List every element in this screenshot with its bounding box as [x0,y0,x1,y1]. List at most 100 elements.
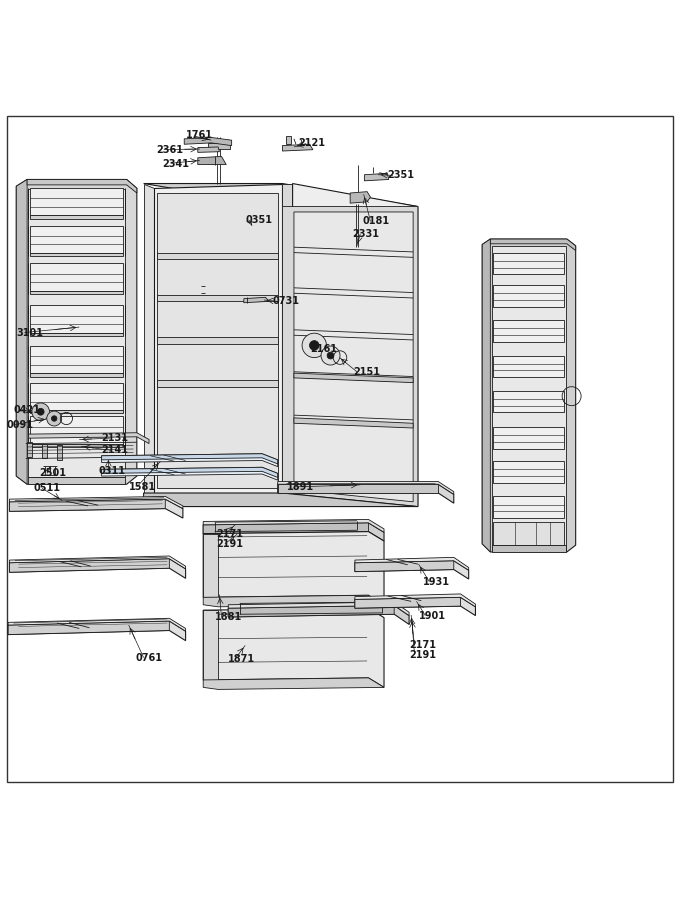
Polygon shape [143,183,418,207]
Text: 2161: 2161 [310,344,337,354]
Polygon shape [282,207,418,506]
Polygon shape [27,442,32,457]
Polygon shape [203,678,384,690]
Text: 1931: 1931 [423,577,449,586]
Polygon shape [203,519,384,533]
Text: 1901: 1901 [419,611,445,621]
Polygon shape [30,332,123,336]
Polygon shape [493,391,564,412]
Polygon shape [203,608,384,687]
Text: 2501: 2501 [39,469,67,479]
Text: 1761: 1761 [186,130,213,140]
Polygon shape [228,602,409,616]
Polygon shape [203,610,218,680]
Circle shape [32,403,50,420]
Polygon shape [490,239,576,251]
Text: 1581: 1581 [129,482,156,492]
Polygon shape [143,183,154,493]
Polygon shape [10,499,183,518]
Text: 2351: 2351 [388,171,414,180]
Text: 1891: 1891 [287,482,314,492]
Polygon shape [30,252,123,256]
Polygon shape [493,427,564,449]
Polygon shape [493,356,564,377]
Polygon shape [350,191,371,203]
Polygon shape [10,556,186,568]
Polygon shape [101,453,277,464]
Polygon shape [10,559,186,578]
Text: 0181: 0181 [362,216,390,226]
Polygon shape [282,183,292,493]
Polygon shape [10,559,169,572]
Circle shape [52,416,57,421]
Polygon shape [42,444,47,459]
Polygon shape [30,417,123,444]
Text: 0311: 0311 [98,466,125,476]
Text: 1881: 1881 [215,612,242,622]
Polygon shape [30,374,123,376]
Circle shape [327,352,334,359]
Polygon shape [492,246,566,550]
Text: 2331: 2331 [352,229,379,239]
Text: 0421: 0421 [14,405,41,415]
Polygon shape [493,497,564,518]
Polygon shape [57,445,62,460]
Polygon shape [493,522,564,545]
Polygon shape [29,433,149,444]
Polygon shape [101,467,277,480]
Text: 1871: 1871 [228,654,256,664]
Text: 2171: 2171 [409,640,436,650]
Polygon shape [30,409,123,413]
Polygon shape [143,493,418,506]
Polygon shape [198,156,226,164]
Text: 2361: 2361 [156,145,183,154]
Text: 2151: 2151 [354,366,381,377]
Polygon shape [203,533,218,597]
Polygon shape [10,497,183,508]
Polygon shape [355,597,475,616]
Polygon shape [30,263,123,291]
Polygon shape [8,621,169,635]
Polygon shape [154,183,282,493]
Polygon shape [30,383,123,409]
Text: 0351: 0351 [245,216,272,225]
Polygon shape [30,216,123,219]
Polygon shape [101,453,277,467]
Text: 0511: 0511 [34,483,61,493]
Polygon shape [355,560,454,572]
Text: 0731: 0731 [272,296,299,306]
Circle shape [321,346,340,365]
Polygon shape [492,545,566,552]
Text: 0091: 0091 [7,419,34,429]
Text: 0761: 0761 [135,653,163,663]
Polygon shape [208,143,231,149]
Polygon shape [184,137,232,145]
Text: 2141: 2141 [101,445,129,455]
Polygon shape [203,595,384,607]
Polygon shape [282,145,313,151]
Polygon shape [493,252,564,274]
Polygon shape [294,374,413,383]
Text: 2121: 2121 [298,138,325,148]
Text: 2171: 2171 [217,529,243,540]
Polygon shape [277,484,454,503]
Polygon shape [101,467,277,478]
Polygon shape [16,180,27,484]
Polygon shape [198,147,220,153]
Text: 2341: 2341 [163,159,190,169]
Polygon shape [493,462,564,483]
Polygon shape [29,189,125,478]
Text: 2191: 2191 [409,650,436,660]
Polygon shape [157,193,277,489]
Polygon shape [355,560,469,579]
Polygon shape [294,418,413,428]
Polygon shape [10,499,165,511]
Polygon shape [157,338,277,344]
Polygon shape [157,252,277,260]
Polygon shape [294,212,413,502]
Polygon shape [30,305,123,332]
Polygon shape [228,605,409,624]
Polygon shape [355,597,460,608]
Polygon shape [157,295,277,302]
Polygon shape [203,523,384,541]
